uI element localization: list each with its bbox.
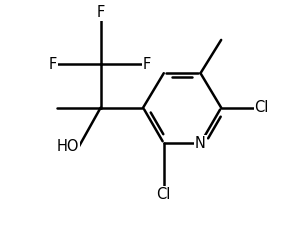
Text: Cl: Cl [254, 100, 269, 115]
Text: HO: HO [56, 139, 79, 154]
Text: F: F [97, 5, 105, 21]
Text: F: F [143, 57, 152, 72]
Text: N: N [195, 136, 206, 151]
Text: F: F [49, 57, 57, 72]
Text: Cl: Cl [157, 187, 171, 202]
